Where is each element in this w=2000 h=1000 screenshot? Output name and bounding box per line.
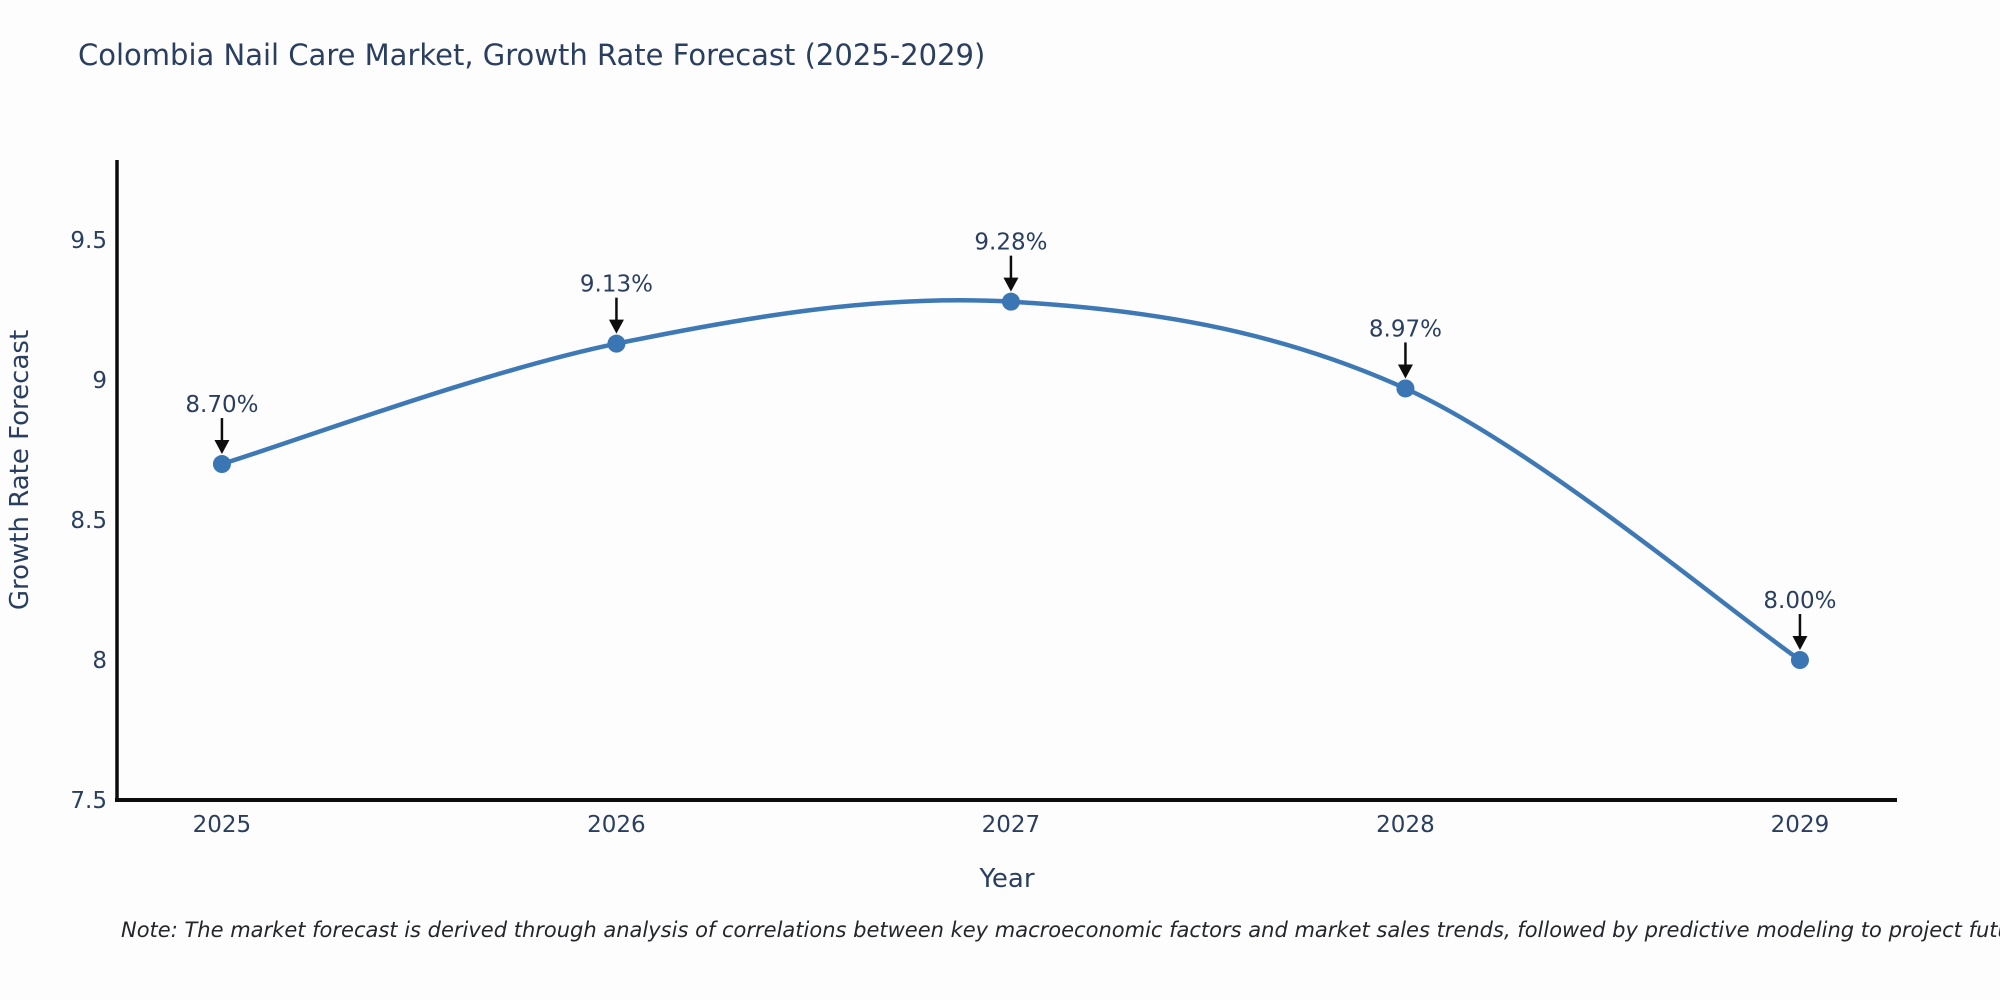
chart-title: Colombia Nail Care Market, Growth Rate F… — [78, 38, 986, 72]
data-point-marker[interactable] — [1396, 379, 1415, 398]
x-tick-label: 2029 — [1771, 812, 1830, 838]
x-tick-label: 2026 — [587, 812, 646, 838]
x-tick-label: 2025 — [193, 812, 252, 838]
data-point-marker[interactable] — [212, 455, 231, 474]
data-point-marker[interactable] — [607, 334, 626, 353]
y-tick-label: 7.5 — [70, 788, 107, 814]
x-axis-title: Year — [978, 864, 1034, 894]
y-tick-label: 8.5 — [70, 508, 107, 534]
annotation-arrowhead — [1397, 364, 1413, 379]
y-tick-label: 9 — [92, 368, 107, 394]
point-label: 9.13% — [580, 272, 653, 298]
point-label: 8.00% — [1763, 588, 1836, 614]
data-point-marker[interactable] — [1790, 651, 1809, 670]
x-tick-label: 2027 — [982, 812, 1041, 838]
y-axis-title: Growth Rate Forecast — [5, 330, 35, 610]
y-tick-label: 8 — [92, 648, 107, 674]
trend-line — [221, 298, 1802, 662]
annotation-arrowhead — [1003, 277, 1019, 292]
annotation-arrowhead — [214, 440, 230, 455]
y-tick-label: 9.5 — [70, 228, 107, 254]
point-label: 8.97% — [1369, 316, 1442, 342]
annotation-arrowhead — [1792, 636, 1808, 651]
footnote: Note: The market forecast is derived thr… — [121, 918, 2000, 942]
data-point-marker[interactable] — [1001, 292, 1020, 311]
x-tick-label: 2028 — [1376, 812, 1435, 838]
point-label: 8.70% — [185, 392, 258, 418]
point-label: 9.28% — [974, 230, 1047, 256]
annotation-arrowhead — [608, 319, 624, 334]
